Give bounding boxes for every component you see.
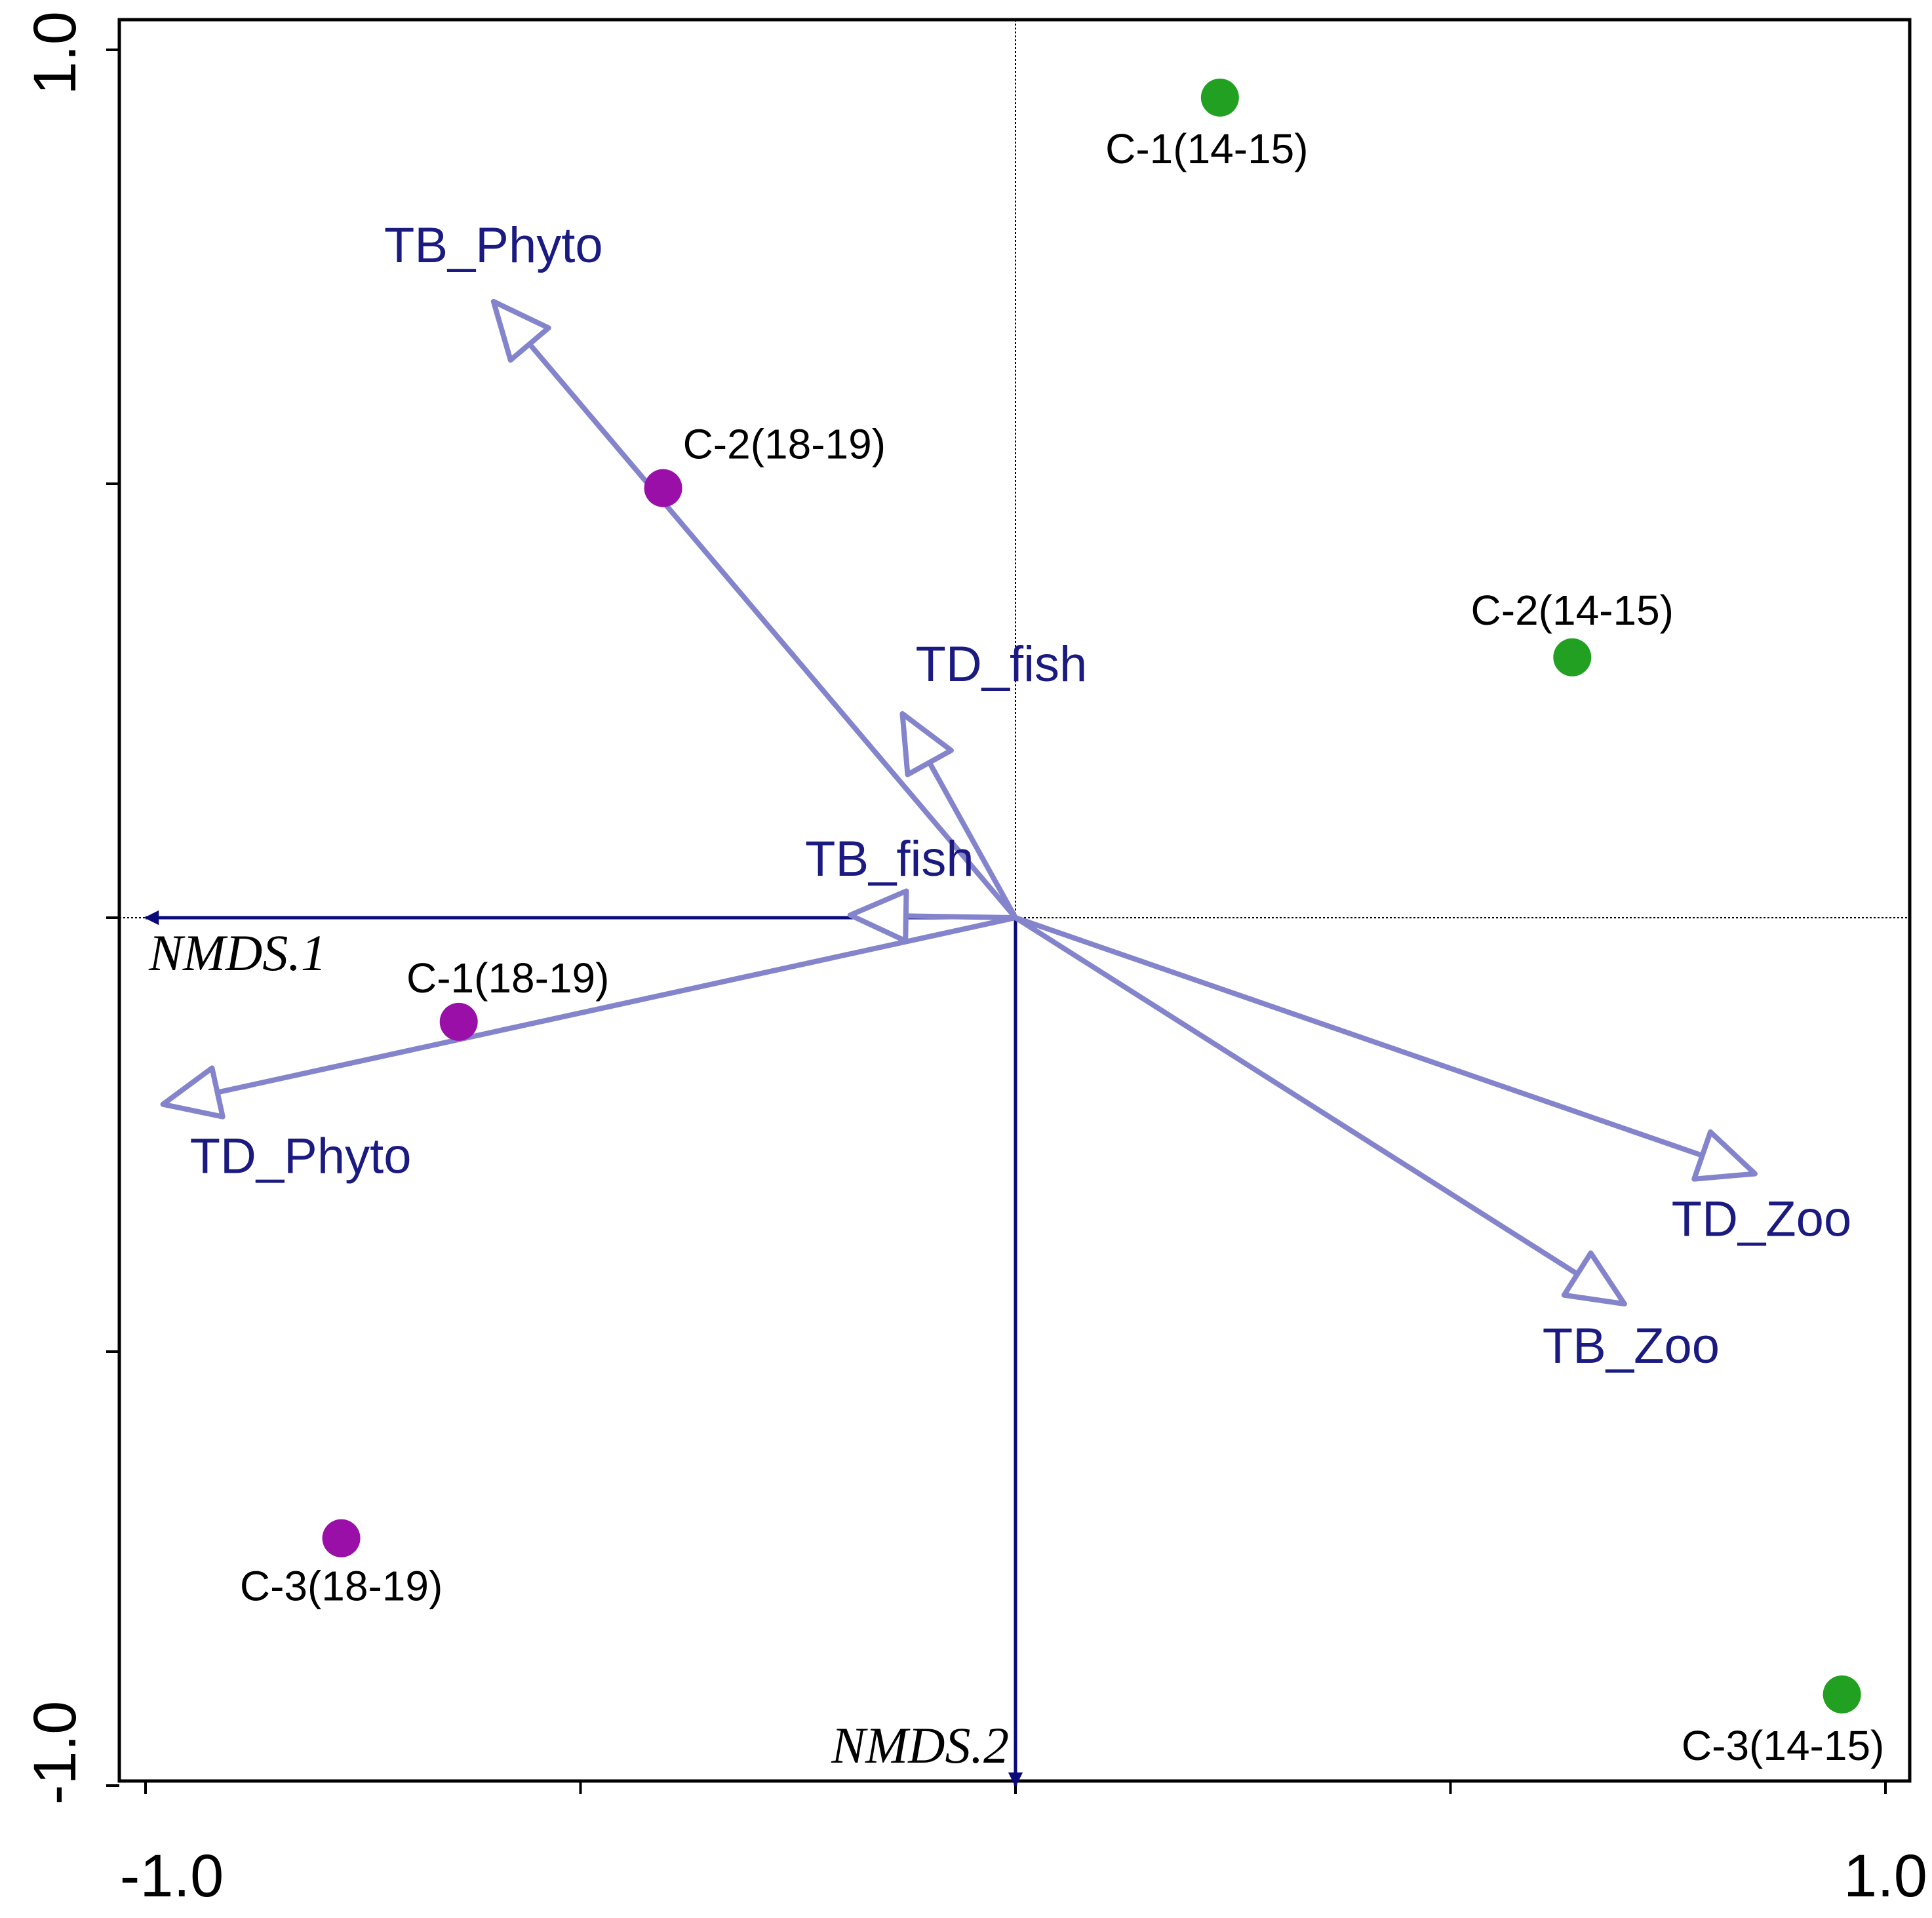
vector-label-td-zoo: TD_Zoo	[1672, 1192, 1852, 1247]
vector-head-tb-phyto	[490, 298, 551, 363]
vector-label-tb-fish: TB_fish	[805, 831, 974, 887]
environmental-vectors	[160, 298, 1758, 1307]
point-label-c2-18-19: C-2(18-19)	[683, 421, 886, 468]
point-label-c3-18-19: C-3(18-19)	[240, 1563, 443, 1610]
vector-line-td-zoo	[1013, 915, 1705, 1158]
vector-line-tb-zoo	[1013, 915, 1581, 1277]
point-label-c3-14-15: C-3(14-15)	[1682, 1722, 1884, 1769]
vector-line-td-fish	[926, 760, 1018, 920]
vector-head-tb-zoo	[1561, 1250, 1627, 1307]
vector-head-td-fish	[899, 711, 954, 777]
point-label-c1-14-15: C-1(14-15)	[1105, 125, 1308, 172]
data-point-c-2-14-15	[1553, 638, 1592, 676]
point-label-c1-18-19: C-1(18-19)	[406, 954, 609, 1002]
vector-head-td-zoo	[1691, 1129, 1758, 1182]
vector-label-td-phyto: TD_Phyto	[190, 1129, 412, 1184]
data-point-c-3-18-19	[322, 1519, 361, 1557]
data-point-c-3-14-15	[1823, 1675, 1861, 1713]
data-point-c-1-18-19	[439, 1002, 478, 1041]
vector-line-tb-phyto	[526, 341, 1018, 920]
vector-label-td-fish: TD_fish	[915, 636, 1087, 692]
axis-name-nmds1: NMDS.1	[148, 924, 326, 981]
x-tick-label-min: -1.0	[120, 1843, 224, 1909]
sample-points	[322, 78, 1861, 1713]
vector-head-tb-fish	[847, 888, 909, 944]
vector-line-tb-fish	[903, 913, 1018, 920]
y-axis-ticks	[106, 49, 119, 1787]
vector-label-tb-zoo: TB_Zoo	[1543, 1318, 1720, 1374]
data-point-c-1-14-15	[1200, 78, 1239, 117]
vector-line-td-phyto	[214, 915, 1018, 1095]
y-tick-label-max: 1.0	[22, 11, 89, 95]
vector-label-tb-phyto: TB_Phyto	[384, 218, 603, 273]
x-tick-label-max: 1.0	[1843, 1843, 1927, 1909]
data-point-c-2-18-19	[644, 469, 682, 507]
vector-head-td-phyto	[160, 1065, 226, 1120]
y-tick-label-min: -1.0	[22, 1701, 89, 1805]
axis-name-nmds2: NMDS.2	[831, 1717, 1009, 1774]
nmds-axis-arrows	[144, 910, 1023, 1788]
point-label-c2-14-15: C-2(14-15)	[1471, 587, 1674, 634]
